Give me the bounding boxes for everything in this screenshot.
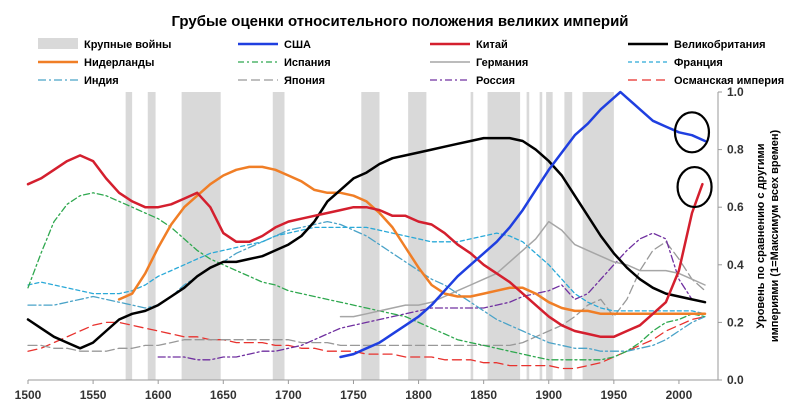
x-tick-label: 1850 <box>470 388 497 402</box>
legend-label: Индия <box>84 75 119 87</box>
legend-label: Османская империя <box>674 75 784 87</box>
series-line-великобритания <box>26 136 707 350</box>
legend-label: Великобритания <box>674 39 766 51</box>
x-tick-label: 1750 <box>340 388 367 402</box>
war-band <box>526 92 530 380</box>
y-axis-label-line: Уровень по сравнению с другими <box>755 144 767 329</box>
legend-label: Китай <box>476 39 508 51</box>
legend-label: Нидерланды <box>84 57 154 69</box>
x-tick-label: 2000 <box>666 388 693 402</box>
y-tick-label: 1.0 <box>727 85 744 99</box>
axes: 1500 1550 1600 1650 1700 1750 1800 1850 1900 1950… <box>15 85 744 402</box>
highlight-ellipse-сша <box>673 111 711 154</box>
x-tick-label: 1600 <box>145 388 172 402</box>
series-line-османская-империя <box>27 315 706 370</box>
war-band <box>470 92 474 380</box>
series-line-сша <box>339 90 707 359</box>
x-tick-label: 1950 <box>600 388 627 402</box>
series-line-китай <box>26 154 704 339</box>
legend-label: Франция <box>674 57 723 69</box>
legend-label: Германия <box>476 57 528 69</box>
y-axis-label-line: империями (1=Максимум всех времен) <box>769 130 781 343</box>
war-band <box>125 92 133 380</box>
war-periods <box>125 92 614 380</box>
legend-label: Россия <box>476 75 515 87</box>
x-tick-label: 1500 <box>15 388 42 402</box>
war-band <box>582 92 614 380</box>
y-tick-label: 0.6 <box>727 200 744 214</box>
series-line-германия <box>339 220 706 318</box>
legend-label: Япония <box>284 75 325 87</box>
y-tick-label: 0.0 <box>727 373 744 387</box>
highlight-ellipses <box>673 111 713 209</box>
war-band <box>564 92 573 380</box>
war-band <box>181 92 221 380</box>
war-band <box>546 92 553 380</box>
legend: Крупные войны США Китай Великобритания Нидер… <box>38 38 784 87</box>
war-band <box>361 92 380 380</box>
legend-label: США <box>284 39 311 51</box>
x-tick-label: 1900 <box>535 388 562 402</box>
war-band <box>408 92 427 380</box>
y-axis-label: Уровень по сравнению с другими империями … <box>755 130 781 343</box>
war-band <box>539 92 543 380</box>
legend-swatch-war <box>38 38 78 49</box>
highlight-ellipse-китай <box>676 165 713 209</box>
war-band <box>272 92 285 380</box>
x-tick-label: 1550 <box>80 388 107 402</box>
series-line-франция <box>27 226 706 315</box>
war-band <box>147 92 156 380</box>
series-line-испания <box>27 192 706 361</box>
series-line-япония <box>27 241 706 352</box>
series-lines <box>26 90 707 370</box>
series-line-россия <box>157 232 706 361</box>
y-tick-label: 0.8 <box>727 143 744 157</box>
war-band <box>487 92 521 380</box>
y-tick-label: 0.4 <box>727 258 744 272</box>
chart-title: Грубые оценки относительного положения в… <box>171 13 628 30</box>
x-tick-label: 1800 <box>405 388 432 402</box>
y-tick-label: 0.2 <box>727 315 744 329</box>
x-tick-label: 1650 <box>210 388 237 402</box>
x-tick-label: 1700 <box>275 388 302 402</box>
series-line-индия <box>27 220 706 352</box>
series-line-нидерланды <box>117 165 707 316</box>
legend-label: Испания <box>284 57 331 69</box>
legend-label: Крупные войны <box>84 39 171 51</box>
